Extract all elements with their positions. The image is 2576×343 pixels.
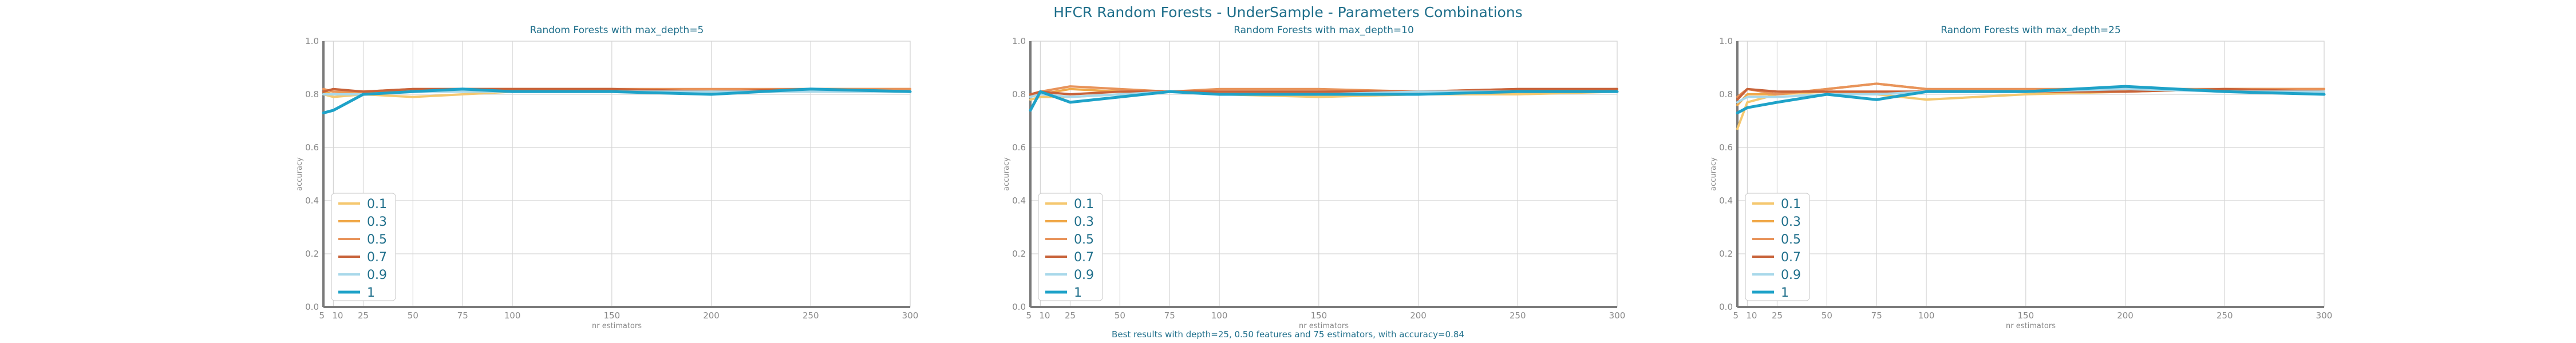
y-tick-label: 0.8 [1719, 89, 1733, 99]
series-line-1 [1029, 90, 1619, 112]
y-tick-label: 0.2 [305, 249, 319, 259]
x-tick-label: 10 [1746, 310, 1757, 321]
series-line-1 [1736, 85, 2326, 115]
legend-label: 0.5 [367, 233, 387, 247]
x-tick-label: 300 [902, 310, 919, 321]
y-tick-label: 0.6 [305, 142, 319, 153]
x-tick-label: 50 [1822, 310, 1832, 321]
legend-label: 0.7 [1074, 250, 1094, 265]
y-axis-label: accuracy [295, 157, 304, 191]
figure-title: HFCR Random Forests - UnderSample - Para… [1053, 4, 1522, 21]
plot-frame [1737, 41, 2325, 308]
legend-label: 0.3 [1074, 215, 1094, 229]
legend-label: 1 [1781, 286, 1789, 300]
x-tick-label: 75 [1871, 310, 1882, 321]
x-tick-label: 5 [1733, 310, 1739, 321]
x-tick-label: 75 [1164, 310, 1175, 321]
x-tick-label: 100 [504, 310, 521, 321]
y-tick-label: 0.4 [305, 196, 319, 206]
chart-panel-1: 0.0 0.2 0.4 0.6 0.8 1.0 5 10 25 50 75 100 150 200 250 3… [295, 25, 918, 330]
x-tick-label: 300 [1609, 310, 1626, 321]
legend-label: 0.9 [367, 268, 387, 282]
x-tick-label: 100 [1918, 310, 1935, 321]
legend: 0.1 0.3 0.5 0.7 0.9 1 [1745, 193, 1810, 301]
legend-label: 1 [367, 286, 375, 300]
x-tick-label: 25 [1065, 310, 1076, 321]
plot-frame [323, 41, 911, 308]
x-tick-label: 25 [1772, 310, 1783, 321]
x-tick-label: 75 [457, 310, 468, 321]
x-axis-label: nr estimators [592, 322, 642, 330]
y-tick-label: 1.0 [1719, 36, 1733, 46]
panel-title: Random Forests with max_depth=10 [1234, 25, 1414, 36]
legend-label: 0.3 [367, 215, 387, 229]
legend-label: 0.5 [1781, 233, 1801, 247]
y-tick-label: 0.6 [1719, 142, 1733, 153]
panel-title: Random Forests with max_depth=5 [530, 25, 704, 36]
x-axis-label: nr estimators [1299, 322, 1349, 330]
x-tick-label: 50 [408, 310, 418, 321]
y-tick-label: 1.0 [305, 36, 319, 46]
legend-label: 0.7 [367, 250, 387, 265]
y-axis-label: accuracy [1002, 157, 1011, 191]
x-tick-label: 50 [1115, 310, 1125, 321]
legend-label: 0.7 [1781, 250, 1801, 265]
x-tick-label: 250 [1510, 310, 1526, 321]
y-tick-label: 0.0 [1719, 302, 1733, 312]
x-axis-label: nr estimators [2006, 322, 2056, 330]
y-tick-label: 0.2 [1012, 249, 1026, 259]
legend-label: 0.9 [1781, 268, 1801, 282]
y-tick-label: 1.0 [1012, 36, 1026, 46]
legend-label: 1 [1074, 286, 1082, 300]
x-tick-label: 10 [332, 310, 343, 321]
y-tick-label: 0.2 [1719, 249, 1733, 259]
best-result-note: Best results with depth=25, 0.50 feature… [1112, 329, 1464, 340]
legend-label: 0.1 [1781, 197, 1801, 212]
y-tick-label: 0.0 [305, 302, 319, 312]
y-tick-label: 0.6 [1012, 142, 1026, 153]
x-tick-label: 200 [703, 310, 720, 321]
legend-label: 0.1 [1074, 197, 1094, 212]
x-tick-label: 150 [2017, 310, 2034, 321]
x-tick-label: 250 [803, 310, 819, 321]
chart-panel-2: 0.0 0.2 0.4 0.6 0.8 1.0 5 10 25 50 75 100 150 200 250 3… [1002, 25, 1625, 330]
x-tick-label: 150 [1310, 310, 1327, 321]
x-tick-label: 200 [2117, 310, 2134, 321]
x-tick-label: 100 [1211, 310, 1228, 321]
plot-frame [1030, 41, 1618, 308]
legend-label: 0.5 [1074, 233, 1094, 247]
x-tick-label: 150 [603, 310, 620, 321]
x-tick-label: 300 [2316, 310, 2333, 321]
y-tick-label: 0.4 [1012, 196, 1026, 206]
x-tick-label: 5 [319, 310, 325, 321]
legend: 0.1 0.3 0.5 0.7 0.9 1 [331, 193, 396, 301]
chart-panel-3: 0.0 0.2 0.4 0.6 0.8 1.0 5 10 25 50 75 100 150 200 250 3… [1709, 25, 2332, 330]
y-tick-label: 0.8 [305, 89, 319, 99]
legend-label: 0.9 [1074, 268, 1094, 282]
x-tick-label: 250 [2217, 310, 2233, 321]
legend-label: 0.1 [367, 197, 387, 212]
x-tick-label: 25 [358, 310, 369, 321]
legend: 0.1 0.3 0.5 0.7 0.9 1 [1038, 193, 1103, 301]
panel-title: Random Forests with max_depth=25 [1941, 25, 2121, 36]
y-tick-label: 0.4 [1719, 196, 1733, 206]
y-tick-label: 0.8 [1012, 89, 1026, 99]
x-tick-label: 5 [1026, 310, 1032, 321]
x-tick-label: 200 [1410, 310, 1427, 321]
series-line-1 [322, 87, 912, 115]
y-tick-label: 0.0 [1012, 302, 1026, 312]
y-axis-label: accuracy [1709, 157, 1718, 191]
x-tick-label: 10 [1039, 310, 1050, 321]
legend-label: 0.3 [1781, 215, 1801, 229]
